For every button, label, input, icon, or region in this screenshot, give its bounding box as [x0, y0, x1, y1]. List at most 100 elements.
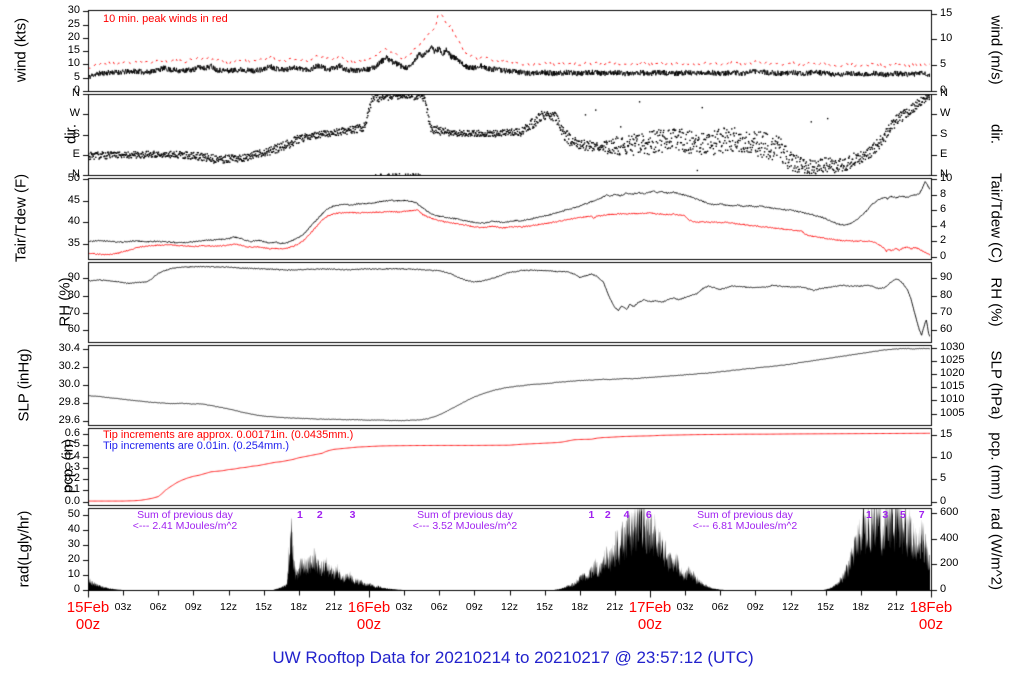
y-tick-label-temperature: 35 [67, 237, 80, 249]
pcp-tip-note-blue: Tip increments are 0.01in. (0.254mm.) [103, 440, 290, 452]
rad-sum-digit: 2 [604, 509, 611, 521]
rad-sum-digit: 3 [882, 509, 889, 521]
x-minor-tick-label: 03z [676, 601, 694, 613]
wind-peak-note: 10 min. peak winds in red [103, 13, 228, 25]
y-tick-label-wind: 30 [67, 4, 80, 16]
rad-sum-digit: 6 [645, 509, 652, 521]
x-major-label-15feb: 15Feb [66, 599, 110, 616]
y-tick-label-temperature: 45 [67, 194, 80, 206]
y-tick-label-dir: N [940, 168, 948, 180]
y-tick-label-pcp: 0.1 [64, 483, 80, 495]
rad-sum-digit: 3 [349, 509, 356, 521]
slp-axis-title-right: SLP (hPa) [987, 350, 1005, 420]
y-tick-label-dir: N [72, 168, 80, 180]
y-tick-label-slp: 30.0 [58, 378, 80, 390]
y-tick-label-slp: 1020 [940, 367, 965, 379]
rh-axis-title-left: RH (%) [56, 277, 74, 327]
y-tick-label-pcp: 10 [940, 450, 953, 462]
y-tick-label-wind: 0 [940, 84, 947, 96]
y-tick-label-rh: 80 [67, 289, 80, 301]
y-tick-label-dir: S [72, 128, 80, 140]
y-tick-label-slp: 30.4 [58, 342, 80, 354]
y-tick-label-dir: W [940, 107, 951, 119]
x-minor-tick-label: 09z [465, 601, 483, 613]
page-title: UW Rooftop Data for 20210214 to 20210217… [272, 648, 754, 667]
y-tick-label-slp: 1010 [940, 393, 965, 405]
wind-axis-title-left: wind (kts) [12, 17, 30, 83]
y-tick-label-rh: 70 [67, 306, 80, 318]
rad-axis-title-right: rad (W/m^2) [987, 507, 1005, 591]
x-minor-tick-label: 12z [501, 601, 518, 613]
rad-sum-3-line2: <--- 6.81 MJoules/m^2 [692, 520, 798, 532]
slp-axis-title-left: SLP (inHg) [15, 348, 33, 422]
rad-sum-digit: 7 [918, 509, 925, 521]
rad-sum-1-line2: <--- 2.41 MJoules/m^2 [132, 520, 238, 532]
rad-sum-digit: 1 [866, 509, 872, 521]
y-tick-label-temperature: 10 [940, 172, 953, 184]
y-tick-label-pcp: 0.5 [64, 438, 80, 450]
pcp-tip-note-red: Tip increments are approx. 0.00171in. (0… [103, 429, 354, 441]
dir-axis-title-right: dir. [987, 123, 1005, 145]
temp-axis-title-right: Tair/Tdew (C) [987, 172, 1005, 264]
y-tick-label-wind: 15 [67, 44, 80, 56]
y-tick-label-slp: 1025 [940, 354, 965, 366]
x-minor-tick-label: 18z [571, 601, 589, 613]
y-tick-label-rad: 30 [67, 538, 80, 550]
x-major-label-16feb: 16Feb [347, 599, 391, 616]
pcp-axis-title-right: pcp. (mm) [987, 432, 1005, 500]
x-minor-tick-label: 06z [149, 601, 167, 613]
y-tick-label-rad: 50 [67, 508, 80, 520]
y-tick-label-wind: 10 [67, 57, 80, 69]
x-minor-tick-label: 15z [817, 601, 835, 613]
y-tick-label-rh: 60 [67, 323, 80, 335]
y-tick-label-temperature: 6 [940, 203, 947, 215]
y-tick-label-temperature: 8 [940, 188, 947, 200]
y-tick-label-pcp: 0.3 [64, 461, 80, 473]
rad-sum-digit: 2 [316, 509, 323, 521]
x-major-label-16feb-00z: 00z [356, 616, 382, 633]
y-tick-label-wind: 15 [940, 7, 953, 19]
y-tick-label-dir: W [69, 107, 80, 119]
y-tick-label-rh: 90 [67, 271, 80, 283]
y-tick-label-pcp: 0.6 [64, 427, 80, 439]
y-tick-label-rad: 0 [940, 583, 947, 595]
rad-sum-digit: 5 [899, 509, 906, 521]
y-tick-label-rh: 70 [940, 306, 953, 318]
y-tick-label-rad: 200 [940, 557, 959, 569]
x-minor-tick-label: 06z [711, 601, 729, 613]
y-tick-label-rad: 0 [73, 583, 80, 595]
x-minor-tick-label: 15z [255, 601, 273, 613]
rad-sum-2-line1: Sum of previous day [417, 509, 513, 521]
y-tick-label-slp: 29.8 [58, 396, 80, 408]
y-tick-label-rad: 40 [67, 523, 80, 535]
y-tick-label-rad: 20 [67, 553, 80, 565]
x-minor-tick-label: 06z [430, 601, 448, 613]
y-tick-label-dir: N [72, 87, 80, 99]
y-tick-label-rh: 60 [940, 323, 953, 335]
x-minor-tick-label: 21z [606, 601, 624, 613]
rad-axis-title-left: rad(Lgly/hr) [15, 510, 33, 588]
y-tick-label-pcp: 0.0 [64, 495, 80, 507]
temp-axis-title-left: Tair/Tdew (F) [12, 173, 30, 263]
y-tick-label-pcp: 0.4 [64, 450, 80, 462]
y-tick-label-temperature: 0 [940, 250, 947, 262]
rad-sum-2-line2: <--- 3.52 MJoules/m^2 [412, 520, 518, 532]
y-tick-label-rad: 10 [67, 568, 80, 580]
y-tick-label-rad: 600 [940, 506, 959, 518]
x-minor-tick-label: 03z [114, 601, 132, 613]
y-tick-label-slp: 29.6 [58, 414, 80, 426]
y-tick-label-slp: 1005 [940, 407, 965, 419]
y-tick-label-dir: N [940, 87, 948, 99]
x-minor-tick-label: 12z [782, 601, 799, 613]
y-tick-label-wind: 0 [73, 84, 80, 96]
rh-axis-title-right: RH (%) [987, 277, 1005, 327]
y-tick-label-temperature: 4 [940, 219, 947, 231]
x-minor-tick-label: 09z [746, 601, 764, 613]
rad-sum-digit: 1 [296, 509, 303, 521]
y-tick-label-wind: 25 [67, 18, 80, 30]
rad-sum-digit: 1 [588, 509, 595, 521]
y-tick-label-dir: S [940, 128, 948, 140]
rad-sum-digit: 4 [623, 509, 630, 521]
